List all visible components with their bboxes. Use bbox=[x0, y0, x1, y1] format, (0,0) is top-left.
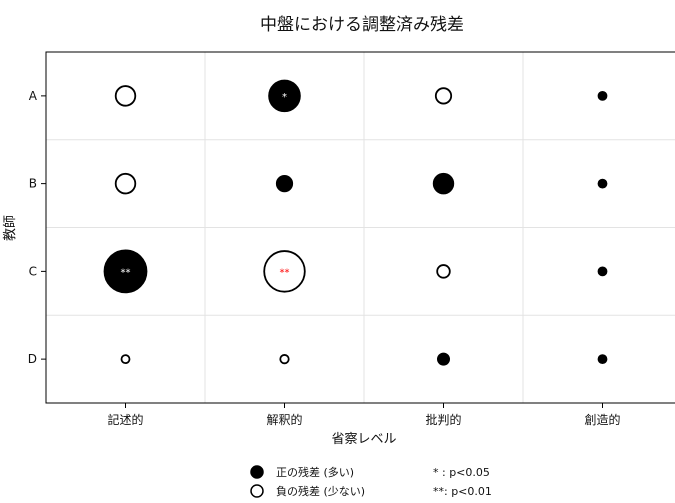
legend-sig-p01: **: p<0.01 bbox=[433, 485, 492, 498]
bubble bbox=[279, 354, 290, 365]
x-tick-label: 創造的 bbox=[584, 412, 620, 427]
bubble bbox=[432, 172, 455, 195]
bubble bbox=[275, 175, 294, 193]
bubble bbox=[597, 266, 608, 277]
bubble bbox=[114, 172, 137, 195]
plot-frame bbox=[45, 51, 675, 404]
bubble bbox=[268, 79, 301, 113]
legend-sig-p05: * : p<0.05 bbox=[433, 466, 490, 479]
grid bbox=[46, 52, 675, 403]
bubble bbox=[597, 178, 608, 189]
y-tick-label: D bbox=[28, 352, 37, 366]
x-tick-label: 解釈的 bbox=[266, 412, 302, 427]
y-tick-labels: A B C D bbox=[28, 89, 46, 366]
bubble bbox=[436, 352, 450, 366]
x-axis-label: 省察レベル bbox=[331, 432, 396, 447]
significance-label: ** bbox=[121, 267, 131, 278]
significance-label: ** bbox=[280, 267, 290, 278]
y-tick-label: C bbox=[29, 264, 37, 278]
bubble bbox=[436, 264, 451, 279]
x-tick-label: 批判的 bbox=[425, 412, 461, 427]
legend-positive-marker bbox=[250, 465, 264, 479]
y-tick-label: A bbox=[29, 89, 38, 103]
legend-positive-label: 正の残差 (多い) bbox=[276, 465, 354, 479]
chart-title: 中盤における調整済み残差 bbox=[260, 15, 464, 35]
bubble bbox=[263, 250, 306, 293]
bubble bbox=[434, 87, 453, 105]
bubble bbox=[597, 90, 608, 101]
legend-negative-label: 負の残差 (少ない) bbox=[276, 484, 365, 498]
bubbles: *** ** bbox=[103, 79, 608, 366]
y-axis-label: 教師 bbox=[2, 215, 18, 241]
legend: 正の残差 (多い) 負の残差 (少ない) * : p<0.05 **: p<0.… bbox=[250, 465, 492, 498]
x-tick-label: 記述的 bbox=[107, 412, 143, 427]
bubble bbox=[120, 354, 131, 365]
x-tick-labels: 記述的 解釈的 批判的 創造的 bbox=[107, 403, 621, 427]
legend-negative-marker bbox=[250, 484, 264, 498]
bubble bbox=[103, 249, 148, 294]
y-tick-label: B bbox=[29, 177, 37, 191]
bubble bbox=[114, 85, 137, 107]
bubble bbox=[597, 354, 608, 365]
significance-label: * bbox=[282, 92, 287, 103]
